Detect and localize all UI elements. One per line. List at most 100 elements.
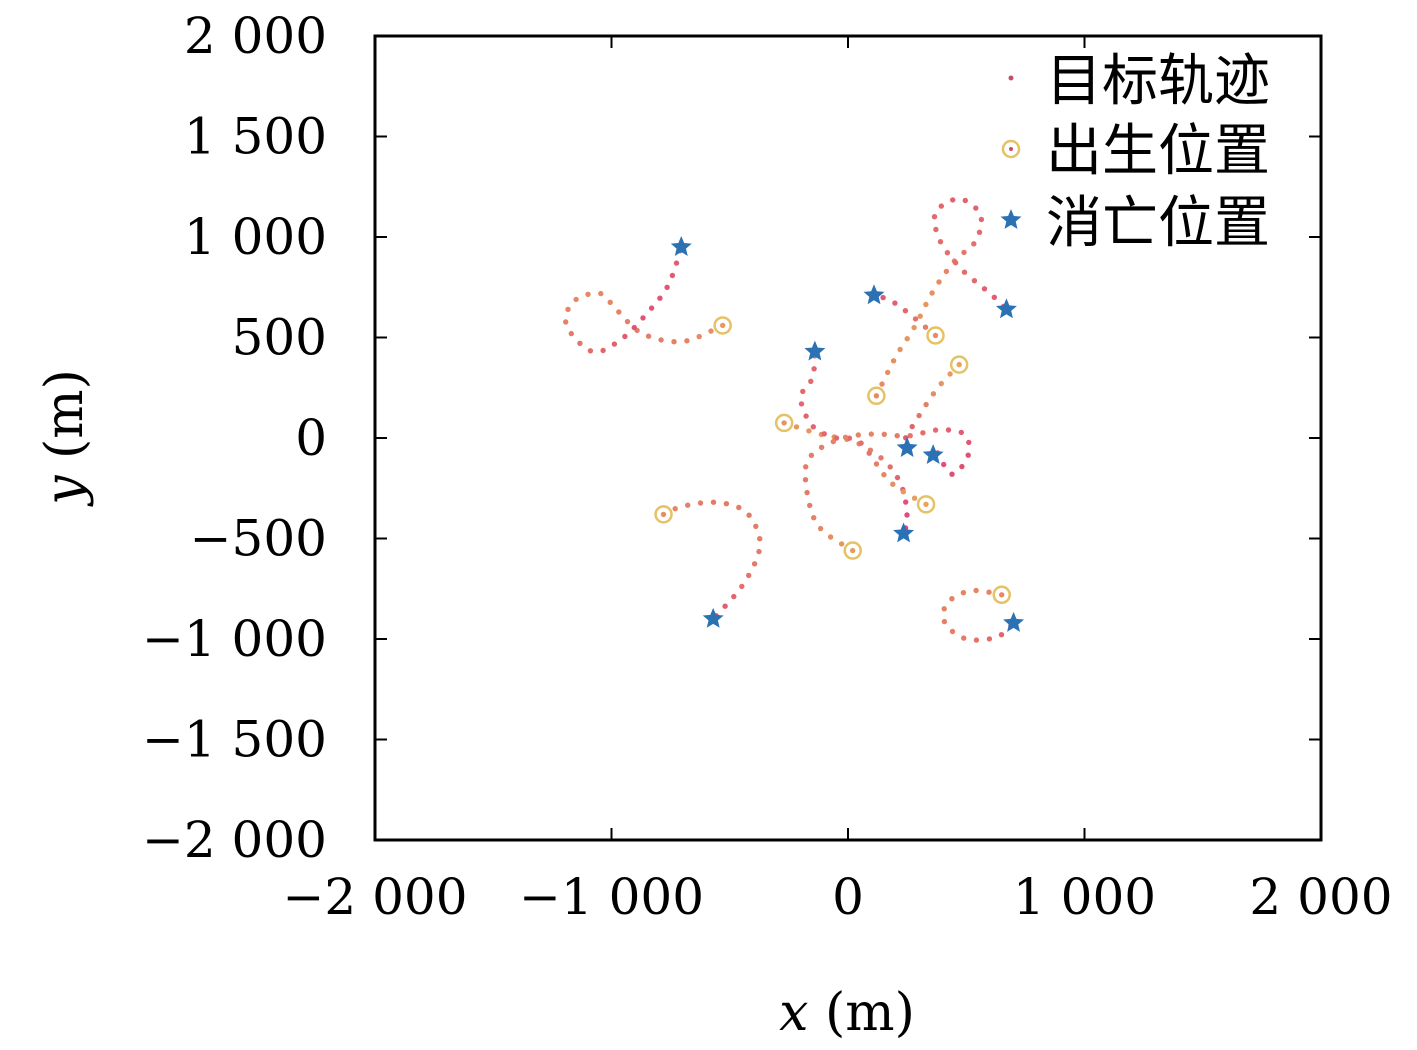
track-point [573, 296, 579, 303]
track-point [798, 401, 805, 407]
track-point [991, 294, 997, 300]
track-point [894, 433, 900, 439]
track-point [904, 336, 910, 342]
legend: 目标轨迹 出生位置 消亡位置 [1000, 49, 1270, 256]
track-point [645, 333, 652, 339]
track-point [878, 455, 884, 461]
track-point [781, 420, 787, 426]
track-point [868, 431, 874, 437]
track-point [808, 378, 814, 384]
track-point [739, 583, 745, 590]
track-point [986, 589, 992, 595]
track-point [978, 216, 985, 223]
track-point [833, 435, 840, 441]
track-point [585, 291, 591, 297]
y-tick-label: −1 500 [142, 711, 327, 769]
track-point [817, 525, 824, 532]
death-marker [1003, 611, 1025, 632]
track-point [952, 260, 959, 266]
death-marker [896, 437, 918, 457]
track-point [753, 523, 759, 529]
track-point [961, 249, 967, 256]
tracks-layer [563, 197, 1014, 643]
track-point [811, 515, 817, 521]
track-2 [880, 294, 939, 339]
track-point [827, 534, 834, 540]
y-tick-label: 2 000 [184, 7, 327, 65]
death-marker [995, 298, 1017, 319]
track-point [973, 637, 980, 643]
track-point [751, 561, 758, 567]
legend-death-marker [1000, 209, 1022, 229]
track-point [803, 464, 809, 470]
track-point [900, 489, 906, 495]
track-point [710, 499, 717, 505]
track-point [949, 628, 956, 635]
track-point [660, 511, 667, 518]
track-point [943, 268, 950, 275]
track-point [892, 300, 898, 306]
track-point [640, 315, 646, 321]
track-point [565, 306, 571, 313]
track-3 [873, 197, 1007, 399]
track-5 [903, 361, 962, 441]
legend-label-death: 消亡位置 [1046, 191, 1270, 256]
legend-label-birth: 出生位置 [1046, 119, 1270, 184]
track-point [890, 358, 897, 364]
track-point [902, 308, 909, 314]
track-point [920, 430, 926, 436]
birth-marker [916, 495, 936, 514]
track-point [881, 472, 887, 478]
y-tick-label: −2 000 [142, 811, 327, 869]
axis-ticks [374, 35, 1322, 841]
y-tick-label: 0 [295, 409, 327, 467]
track-point [818, 444, 825, 450]
track-point [907, 433, 913, 439]
y-tick-label: −500 [190, 510, 327, 568]
track-point [598, 290, 604, 297]
track-point [830, 438, 836, 445]
track-point [950, 197, 956, 203]
track-point [922, 324, 929, 330]
track-point [909, 423, 915, 430]
track-point [912, 316, 919, 322]
track-point [973, 205, 979, 211]
death-marker [670, 236, 692, 256]
track-point [808, 452, 815, 458]
track-point [866, 450, 872, 456]
track-point [696, 333, 702, 340]
track-point [961, 269, 968, 275]
track-point [880, 294, 886, 301]
track-point [923, 301, 929, 308]
track-point [932, 427, 939, 433]
track-point [873, 393, 880, 399]
x-tick-label: −1 000 [519, 868, 704, 926]
legend-birth-marker-center [1009, 147, 1013, 151]
track-point [658, 337, 664, 343]
track-point [631, 324, 637, 331]
track-point [961, 635, 967, 641]
track-point [929, 290, 935, 296]
track-point [911, 495, 918, 501]
track-point [941, 461, 947, 468]
track-point [965, 452, 971, 458]
track-point [947, 371, 953, 377]
track-point [890, 481, 896, 487]
x-tick-label: 2 000 [1249, 868, 1392, 926]
y-tick-label: 1 000 [184, 208, 327, 266]
legend-track-marker [1008, 75, 1014, 81]
track-point [879, 381, 885, 387]
track-point [731, 593, 737, 600]
x-tick-label: 0 [832, 868, 864, 926]
track-6 [798, 353, 929, 507]
track-point [810, 424, 816, 430]
track-point [971, 278, 978, 284]
y-tick-label: −1 000 [142, 610, 327, 668]
track-8 [660, 499, 763, 619]
track-point [962, 197, 968, 204]
track-point [904, 512, 910, 518]
track-point [959, 463, 965, 470]
track-point [855, 432, 861, 438]
x-axis-label: x (m) [779, 983, 915, 1043]
track-point [873, 461, 880, 467]
